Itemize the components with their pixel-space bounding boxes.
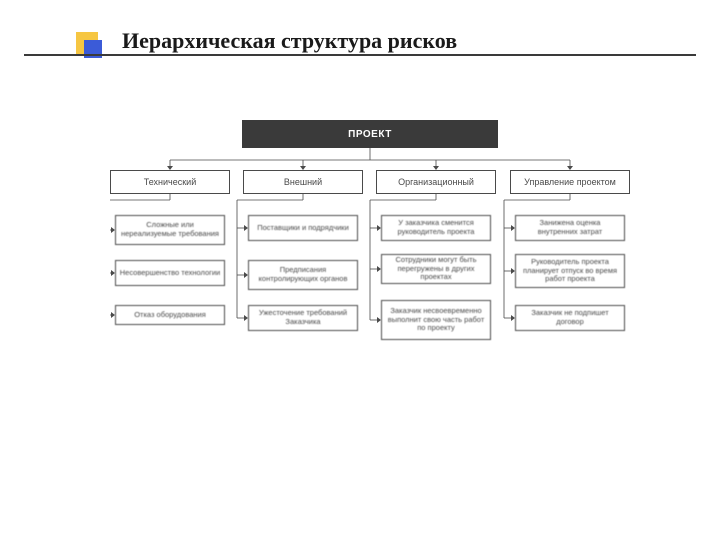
title-row: Иерархическая структура рисков xyxy=(40,28,680,78)
item-pm-2: Заказчик не подпишет договор xyxy=(515,305,625,331)
item-org-0: У заказчика сменится руководитель проект… xyxy=(381,215,491,241)
item-org-1: Сотрудники могут быть перегружены в друг… xyxy=(381,254,491,284)
category-pm: Управление проектом xyxy=(510,170,630,194)
category-org: Организационный xyxy=(376,170,496,194)
item-pm-1: Руководитель проекта планирует отпуск во… xyxy=(515,254,625,288)
category-tech: Технический xyxy=(110,170,230,194)
page-title: Иерархическая структура рисков xyxy=(122,28,457,54)
item-external-0: Поставщики и подрядчики xyxy=(248,215,358,241)
category-external: Внешний xyxy=(243,170,363,194)
risk-hierarchy-diagram: ПРОЕКТ Технический Сложные или нереализуе… xyxy=(110,120,630,420)
item-pm-0: Занижена оценка внутренних затрат xyxy=(515,215,625,241)
item-tech-0: Сложные или нереализуемые требования xyxy=(115,215,225,245)
item-tech-1: Несовершенство технологии xyxy=(115,260,225,286)
title-underline xyxy=(24,54,696,56)
item-org-2: Заказчик несвоевременно выполнит свою ча… xyxy=(381,300,491,340)
item-external-1: Предписания контролирующих органов xyxy=(248,260,358,290)
item-external-2: Ужесточение требований Заказчика xyxy=(248,305,358,331)
item-tech-2: Отказ оборудования xyxy=(115,305,225,325)
root-node: ПРОЕКТ xyxy=(242,120,498,148)
